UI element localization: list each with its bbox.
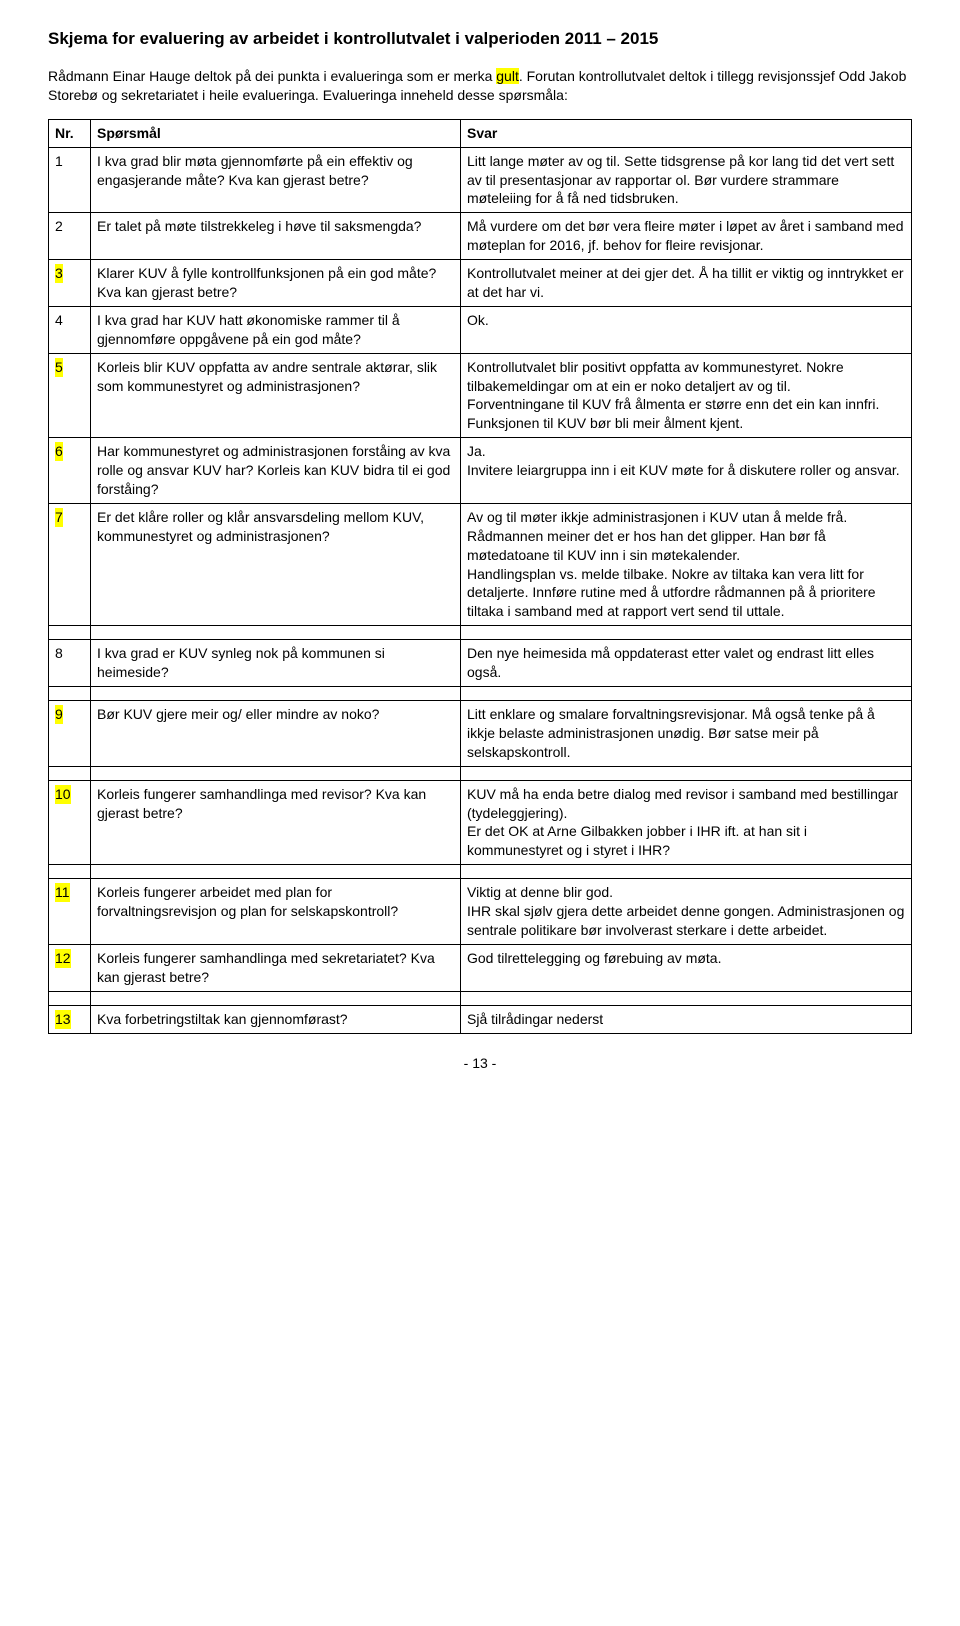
cell-nr: 9 bbox=[49, 700, 91, 766]
table-row: 8 I kva grad er KUV synleg nok på kommune… bbox=[49, 640, 912, 687]
row-number: 10 bbox=[55, 785, 71, 804]
cell-answer: Kontrollutvalet meiner at dei gjer det. … bbox=[461, 260, 912, 307]
row-number: 6 bbox=[55, 442, 63, 461]
table-spacer-row bbox=[49, 766, 912, 780]
cell-question: Korleis fungerer samhandlinga med reviso… bbox=[91, 780, 461, 865]
table-row: 7 Er det klåre roller og klår ansvarsdeli… bbox=[49, 503, 912, 625]
spacer-cell bbox=[461, 626, 912, 640]
table-row: 3 Klarer KUV å fylle kontrollfunksjonen p… bbox=[49, 260, 912, 307]
row-number: 4 bbox=[55, 311, 63, 330]
cell-answer: Sjå tilrådingar nederst bbox=[461, 1005, 912, 1033]
spacer-cell bbox=[91, 991, 461, 1005]
page-title: Skjema for evaluering av arbeidet i kont… bbox=[48, 28, 912, 51]
cell-nr: 11 bbox=[49, 879, 91, 945]
intro-highlight: gult bbox=[496, 68, 519, 84]
header-nr: Nr. bbox=[49, 119, 91, 147]
cell-question: I kva grad er KUV synleg nok på kommunen… bbox=[91, 640, 461, 687]
intro-text-a: Rådmann Einar Hauge deltok på dei punkta… bbox=[48, 68, 496, 84]
table-row: 1 I kva grad blir møta gjennomførte på ei… bbox=[49, 147, 912, 213]
cell-nr: 10 bbox=[49, 780, 91, 865]
cell-answer: Litt lange møter av og til. Sette tidsgr… bbox=[461, 147, 912, 213]
cell-answer: God tilrettelegging og førebuing av møta… bbox=[461, 944, 912, 991]
cell-nr: 5 bbox=[49, 353, 91, 438]
spacer-cell bbox=[91, 766, 461, 780]
header-answer: Svar bbox=[461, 119, 912, 147]
row-number: 7 bbox=[55, 508, 63, 527]
table-row: 9 Bør KUV gjere meir og/ eller mindre av … bbox=[49, 700, 912, 766]
cell-answer: Kontrollutvalet blir positivt oppfatta a… bbox=[461, 353, 912, 438]
spacer-cell bbox=[49, 686, 91, 700]
table-row: 11 Korleis fungerer arbeidet med plan for… bbox=[49, 879, 912, 945]
spacer-cell bbox=[49, 766, 91, 780]
cell-question: Klarer KUV å fylle kontrollfunksjonen på… bbox=[91, 260, 461, 307]
row-number: 3 bbox=[55, 264, 63, 283]
cell-question: Bør KUV gjere meir og/ eller mindre av n… bbox=[91, 700, 461, 766]
spacer-cell bbox=[49, 991, 91, 1005]
cell-question: Kva forbetringstiltak kan gjennomførast? bbox=[91, 1005, 461, 1033]
cell-question: Er talet på møte tilstrekkeleg i høve ti… bbox=[91, 213, 461, 260]
cell-question: I kva grad blir møta gjennomførte på ein… bbox=[91, 147, 461, 213]
cell-answer: Må vurdere om det bør vera fleire møter … bbox=[461, 213, 912, 260]
header-question: Spørsmål bbox=[91, 119, 461, 147]
spacer-cell bbox=[461, 686, 912, 700]
spacer-cell bbox=[461, 766, 912, 780]
cell-question: Har kommunestyret og administrasjonen fo… bbox=[91, 438, 461, 504]
cell-answer: Av og til møter ikkje administrasjonen i… bbox=[461, 503, 912, 625]
cell-question: Korleis fungerer samhandlinga med sekret… bbox=[91, 944, 461, 991]
table-spacer-row bbox=[49, 865, 912, 879]
cell-question: Er det klåre roller og klår ansvarsdelin… bbox=[91, 503, 461, 625]
table-header-row: Nr. Spørsmål Svar bbox=[49, 119, 912, 147]
evaluation-table: Nr. Spørsmål Svar 1 I kva grad blir møta … bbox=[48, 119, 912, 1034]
cell-answer: Den nye heimesida må oppdaterast etter v… bbox=[461, 640, 912, 687]
table-row: 6 Har kommunestyret og administrasjonen f… bbox=[49, 438, 912, 504]
cell-nr: 8 bbox=[49, 640, 91, 687]
spacer-cell bbox=[49, 865, 91, 879]
intro-paragraph: Rådmann Einar Hauge deltok på dei punkta… bbox=[48, 67, 912, 105]
cell-question: Korleis blir KUV oppfatta av andre sentr… bbox=[91, 353, 461, 438]
spacer-cell bbox=[461, 991, 912, 1005]
spacer-cell bbox=[49, 626, 91, 640]
table-row: 12 Korleis fungerer samhandlinga med sekr… bbox=[49, 944, 912, 991]
cell-question: I kva grad har KUV hatt økonomiske ramme… bbox=[91, 306, 461, 353]
cell-nr: 3 bbox=[49, 260, 91, 307]
table-row: 13 Kva forbetringstiltak kan gjennomføras… bbox=[49, 1005, 912, 1033]
table-spacer-row bbox=[49, 626, 912, 640]
cell-nr: 7 bbox=[49, 503, 91, 625]
table-row: 5 Korleis blir KUV oppfatta av andre sent… bbox=[49, 353, 912, 438]
row-number: 5 bbox=[55, 358, 63, 377]
spacer-cell bbox=[91, 865, 461, 879]
row-number: 12 bbox=[55, 949, 71, 968]
table-row: 10 Korleis fungerer samhandlinga med revi… bbox=[49, 780, 912, 865]
spacer-cell bbox=[461, 865, 912, 879]
row-number: 11 bbox=[55, 883, 70, 902]
spacer-cell bbox=[91, 626, 461, 640]
row-number: 1 bbox=[55, 152, 63, 171]
cell-answer: Ja. Invitere leiargruppa inn i eit KUV m… bbox=[461, 438, 912, 504]
cell-nr: 1 bbox=[49, 147, 91, 213]
cell-answer: Viktig at denne blir god. IHR skal sjølv… bbox=[461, 879, 912, 945]
table-spacer-row bbox=[49, 686, 912, 700]
cell-question: Korleis fungerer arbeidet med plan for f… bbox=[91, 879, 461, 945]
row-number: 2 bbox=[55, 217, 63, 236]
cell-nr: 6 bbox=[49, 438, 91, 504]
cell-answer: Litt enklare og smalare forvaltningsrevi… bbox=[461, 700, 912, 766]
cell-nr: 2 bbox=[49, 213, 91, 260]
row-number: 8 bbox=[55, 644, 63, 663]
cell-nr: 13 bbox=[49, 1005, 91, 1033]
cell-nr: 12 bbox=[49, 944, 91, 991]
spacer-cell bbox=[91, 686, 461, 700]
cell-nr: 4 bbox=[49, 306, 91, 353]
cell-answer: Ok. bbox=[461, 306, 912, 353]
row-number: 13 bbox=[55, 1010, 71, 1029]
cell-answer: KUV må ha enda betre dialog med revisor … bbox=[461, 780, 912, 865]
table-row: 2 Er talet på møte tilstrekkeleg i høve t… bbox=[49, 213, 912, 260]
page-number: - 13 - bbox=[48, 1054, 912, 1073]
table-row: 4 I kva grad har KUV hatt økonomiske ramm… bbox=[49, 306, 912, 353]
row-number: 9 bbox=[55, 705, 63, 724]
table-spacer-row bbox=[49, 991, 912, 1005]
